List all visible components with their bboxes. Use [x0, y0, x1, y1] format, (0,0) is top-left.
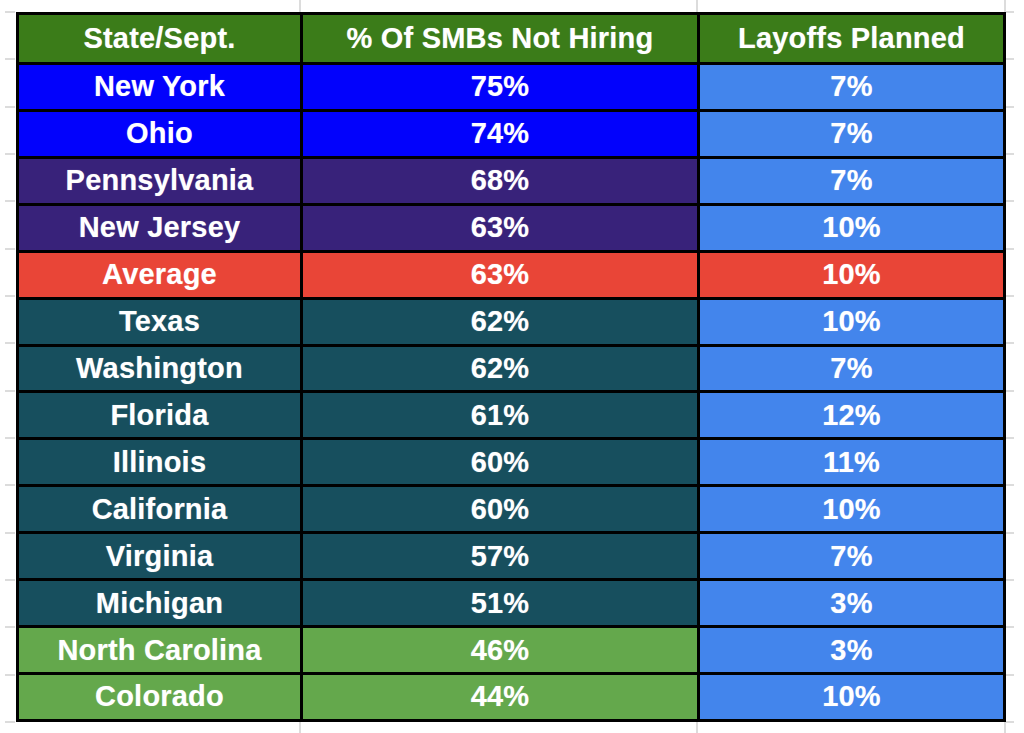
layoffs-cell: 11%	[699, 439, 1005, 486]
layoffs-cell: 10%	[699, 298, 1005, 345]
table-row: Florida61%12%	[18, 392, 1005, 439]
not-hiring-cell: 46%	[302, 627, 699, 674]
not-hiring-cell: 63%	[302, 251, 699, 298]
not-hiring-cell: 75%	[302, 64, 699, 111]
layoffs-cell: 12%	[699, 392, 1005, 439]
state-cell: Illinois	[18, 439, 302, 486]
table-body: New York75%7%Ohio74%7%Pennsylvania68%7%N…	[18, 64, 1005, 721]
state-cell: Colorado	[18, 673, 302, 720]
not-hiring-cell: 60%	[302, 486, 699, 533]
state-cell: Ohio	[18, 110, 302, 157]
state-cell: New Jersey	[18, 204, 302, 251]
spreadsheet-canvas: State/Sept. % Of SMBs Not Hiring Layoffs…	[0, 0, 1024, 733]
not-hiring-cell: 51%	[302, 580, 699, 627]
table-row: New Jersey63%10%	[18, 204, 1005, 251]
table-row: Average63%10%	[18, 251, 1005, 298]
table-row: Texas62%10%	[18, 298, 1005, 345]
layoffs-cell: 7%	[699, 64, 1005, 111]
not-hiring-cell: 44%	[302, 673, 699, 720]
not-hiring-cell: 62%	[302, 345, 699, 392]
not-hiring-cell: 63%	[302, 204, 699, 251]
state-cell: Pennsylvania	[18, 157, 302, 204]
header-state: State/Sept.	[18, 14, 302, 64]
header-layoffs: Layoffs Planned	[699, 14, 1005, 64]
table-row: Ohio74%7%	[18, 110, 1005, 157]
layoffs-cell: 10%	[699, 251, 1005, 298]
layoffs-cell: 10%	[699, 673, 1005, 720]
table-row: Michigan51%3%	[18, 580, 1005, 627]
smb-hiring-table: State/Sept. % Of SMBs Not Hiring Layoffs…	[16, 12, 1006, 722]
table-row: Colorado44%10%	[18, 673, 1005, 720]
layoffs-cell: 7%	[699, 345, 1005, 392]
state-cell: North Carolina	[18, 627, 302, 674]
layoffs-cell: 3%	[699, 627, 1005, 674]
state-cell: New York	[18, 64, 302, 111]
state-cell: Average	[18, 251, 302, 298]
not-hiring-cell: 57%	[302, 533, 699, 580]
table-row: North Carolina46%3%	[18, 627, 1005, 674]
state-cell: Virginia	[18, 533, 302, 580]
state-cell: Washington	[18, 345, 302, 392]
table-row: Washington62%7%	[18, 345, 1005, 392]
header-not-hiring: % Of SMBs Not Hiring	[302, 14, 699, 64]
layoffs-cell: 3%	[699, 580, 1005, 627]
not-hiring-cell: 74%	[302, 110, 699, 157]
state-cell: Texas	[18, 298, 302, 345]
table-row: Virginia57%7%	[18, 533, 1005, 580]
layoffs-cell: 10%	[699, 204, 1005, 251]
table-row: California60%10%	[18, 486, 1005, 533]
layoffs-cell: 7%	[699, 157, 1005, 204]
table-row: Illinois60%11%	[18, 439, 1005, 486]
layoffs-cell: 7%	[699, 110, 1005, 157]
not-hiring-cell: 60%	[302, 439, 699, 486]
not-hiring-cell: 61%	[302, 392, 699, 439]
table-row: New York75%7%	[18, 64, 1005, 111]
not-hiring-cell: 68%	[302, 157, 699, 204]
layoffs-cell: 7%	[699, 533, 1005, 580]
layoffs-cell: 10%	[699, 486, 1005, 533]
table-row: Pennsylvania68%7%	[18, 157, 1005, 204]
state-cell: Florida	[18, 392, 302, 439]
state-cell: California	[18, 486, 302, 533]
header-row: State/Sept. % Of SMBs Not Hiring Layoffs…	[18, 14, 1005, 64]
state-cell: Michigan	[18, 580, 302, 627]
not-hiring-cell: 62%	[302, 298, 699, 345]
